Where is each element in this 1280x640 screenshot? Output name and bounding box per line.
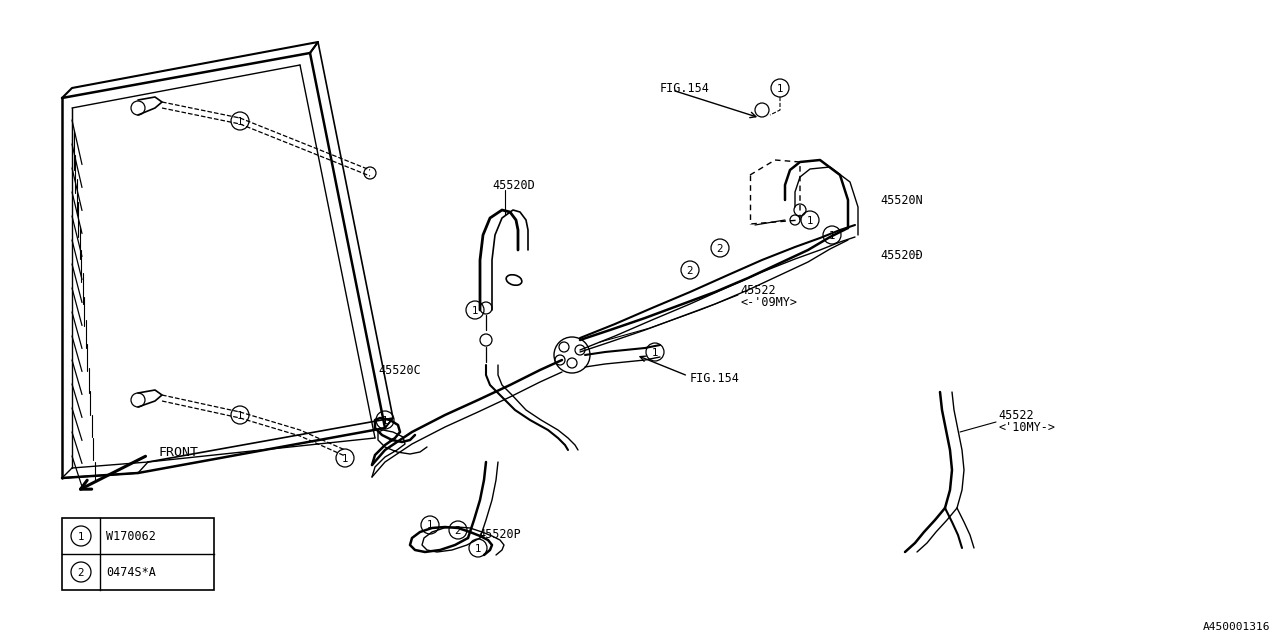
Text: 45520P: 45520P xyxy=(477,529,521,541)
Text: 1: 1 xyxy=(652,348,658,358)
Text: 1: 1 xyxy=(237,410,243,420)
Text: 1: 1 xyxy=(777,83,783,93)
Text: 1: 1 xyxy=(426,520,434,531)
Text: FIG.154: FIG.154 xyxy=(690,371,740,385)
Text: 1: 1 xyxy=(475,543,481,554)
Text: FRONT: FRONT xyxy=(157,445,198,458)
Text: 45522: 45522 xyxy=(998,408,1034,422)
Text: 2: 2 xyxy=(454,525,461,536)
Text: 0474S*A: 0474S*A xyxy=(106,566,156,579)
Text: <'10MY->: <'10MY-> xyxy=(998,420,1055,433)
Text: A450001316: A450001316 xyxy=(1202,622,1270,632)
Text: W170062: W170062 xyxy=(106,529,156,543)
Text: 45522: 45522 xyxy=(740,284,776,296)
Bar xyxy=(61,518,214,590)
Text: 1: 1 xyxy=(237,116,243,127)
Text: 2: 2 xyxy=(686,266,694,275)
Text: 45520Đ: 45520Đ xyxy=(881,248,923,262)
Text: 1: 1 xyxy=(78,531,84,541)
Text: 45520D: 45520D xyxy=(492,179,535,191)
Text: 2: 2 xyxy=(78,568,84,577)
Text: 1: 1 xyxy=(806,216,813,225)
Text: 1: 1 xyxy=(381,415,388,426)
Text: 45520N: 45520N xyxy=(881,193,923,207)
Text: FIG.154: FIG.154 xyxy=(660,81,710,95)
Text: 1: 1 xyxy=(472,305,479,316)
Text: 1: 1 xyxy=(828,230,836,241)
Text: 1: 1 xyxy=(342,454,348,463)
Text: 2: 2 xyxy=(717,243,723,253)
Text: 45520C: 45520C xyxy=(378,364,421,376)
Text: <-'09MY>: <-'09MY> xyxy=(740,296,797,308)
